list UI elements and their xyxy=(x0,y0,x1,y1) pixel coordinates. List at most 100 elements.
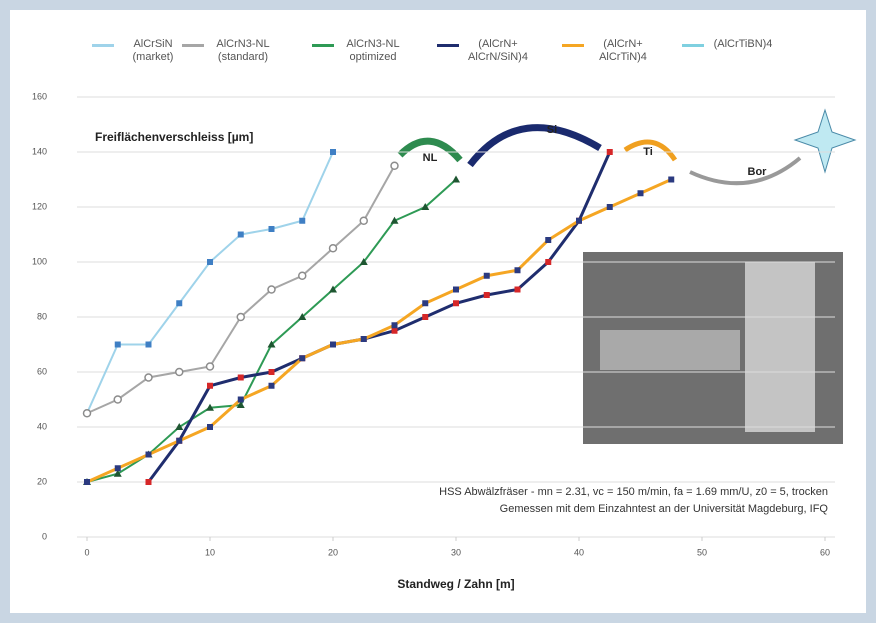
legend-swatch xyxy=(682,44,704,47)
y-axis-label: Freiflächenverschleiss [µm] xyxy=(95,130,253,144)
point xyxy=(298,313,307,320)
point xyxy=(545,237,552,243)
point xyxy=(84,479,90,485)
point xyxy=(637,190,644,197)
point xyxy=(514,267,521,274)
legend-item: AlCrSiN (market) xyxy=(92,38,192,64)
point xyxy=(391,322,398,329)
point xyxy=(145,451,152,458)
point xyxy=(113,395,122,404)
y-tick-label: 0 xyxy=(42,531,47,541)
y-tick-label: 80 xyxy=(37,311,47,321)
point xyxy=(452,175,460,183)
point xyxy=(237,374,244,381)
point xyxy=(299,217,306,224)
y-tick-label: 20 xyxy=(37,476,47,486)
point xyxy=(206,403,214,411)
y-tick-label: 100 xyxy=(32,256,47,266)
x-tick-label: 50 xyxy=(697,547,707,557)
point xyxy=(237,396,244,403)
note: Gemessen mit dem Einzahntest an der Univ… xyxy=(500,503,829,515)
legend-label: (AlCrN+ AlCrN/SiN)4 xyxy=(468,38,528,63)
point xyxy=(82,409,92,418)
point xyxy=(268,369,275,375)
point xyxy=(205,362,215,371)
line xyxy=(86,151,334,414)
point xyxy=(453,300,459,307)
point xyxy=(330,341,336,348)
point xyxy=(421,203,430,210)
legend-label: (AlCrTiBN)4 xyxy=(713,38,773,50)
x-tick-label: 0 xyxy=(84,547,89,557)
point xyxy=(145,341,152,348)
line xyxy=(86,178,672,484)
x-tick-label: 10 xyxy=(205,547,215,557)
arrow xyxy=(623,139,678,162)
arrow-label: Ti xyxy=(643,146,653,158)
photo-shaft xyxy=(600,330,740,370)
y-tick-label: 160 xyxy=(32,91,47,101)
legend-label: AlCrSiN (market) xyxy=(132,38,174,63)
point xyxy=(422,314,429,320)
x-tick-label: 60 xyxy=(820,547,830,557)
point xyxy=(298,271,307,280)
point xyxy=(268,226,275,232)
point xyxy=(267,340,276,348)
arrow xyxy=(397,137,463,163)
line xyxy=(147,151,612,483)
legend-swatch xyxy=(437,44,459,47)
photo-cutter xyxy=(745,262,815,432)
point xyxy=(207,382,213,389)
legend-item: (AlCrN+ AlCrTiN)4 xyxy=(562,38,662,64)
point xyxy=(576,217,582,224)
y-tick-label: 40 xyxy=(37,421,47,431)
legend-item: (AlCrN+ AlCrN/SiN)4 xyxy=(437,38,537,64)
legend-label: (AlCrN+ AlCrTiN)4 xyxy=(599,38,647,63)
legend-item: AlCrN3-NL (standard) xyxy=(182,38,282,64)
x-tick-label: 40 xyxy=(574,547,584,557)
note: HSS Abwälzfräser - mn = 2.31, vc = 150 m… xyxy=(439,486,828,498)
point xyxy=(175,423,184,430)
point xyxy=(113,469,122,477)
point xyxy=(360,336,367,342)
legend-swatch xyxy=(562,44,584,47)
point xyxy=(145,479,152,485)
y-tick-label: 140 xyxy=(32,146,47,156)
point xyxy=(390,161,399,170)
legend-swatch xyxy=(312,44,334,47)
arrow-label: Si xyxy=(547,124,557,136)
point xyxy=(237,231,244,238)
point xyxy=(207,259,213,265)
point xyxy=(114,465,121,472)
y-tick-label: 120 xyxy=(32,201,47,211)
point xyxy=(175,367,184,377)
point xyxy=(359,258,368,265)
point xyxy=(299,355,306,362)
point xyxy=(422,300,429,307)
x-axis-label: Standweg / Zahn [m] xyxy=(397,577,514,591)
point xyxy=(236,401,245,408)
legend-item: (AlCrTiBN)4 xyxy=(682,38,782,51)
legend-label: AlCrN3-NL optimized xyxy=(346,38,400,63)
point xyxy=(483,272,490,279)
point xyxy=(268,382,275,389)
point xyxy=(329,285,337,293)
point xyxy=(236,312,245,322)
x-tick-label: 20 xyxy=(328,547,338,557)
legend-swatch xyxy=(182,44,204,47)
arrow xyxy=(467,124,602,168)
point xyxy=(176,300,183,307)
legend-item: AlCrN3-NL optimized xyxy=(312,38,412,64)
point xyxy=(207,424,213,430)
point xyxy=(668,176,675,183)
point xyxy=(390,216,399,224)
point xyxy=(606,204,613,210)
star xyxy=(793,108,857,174)
legend-label: AlCrN3-NL (standard) xyxy=(216,38,270,63)
legend-swatch xyxy=(92,44,114,47)
arrow-label: Bor xyxy=(748,166,768,178)
arrow xyxy=(689,156,802,186)
point xyxy=(483,292,490,298)
point xyxy=(328,244,338,253)
